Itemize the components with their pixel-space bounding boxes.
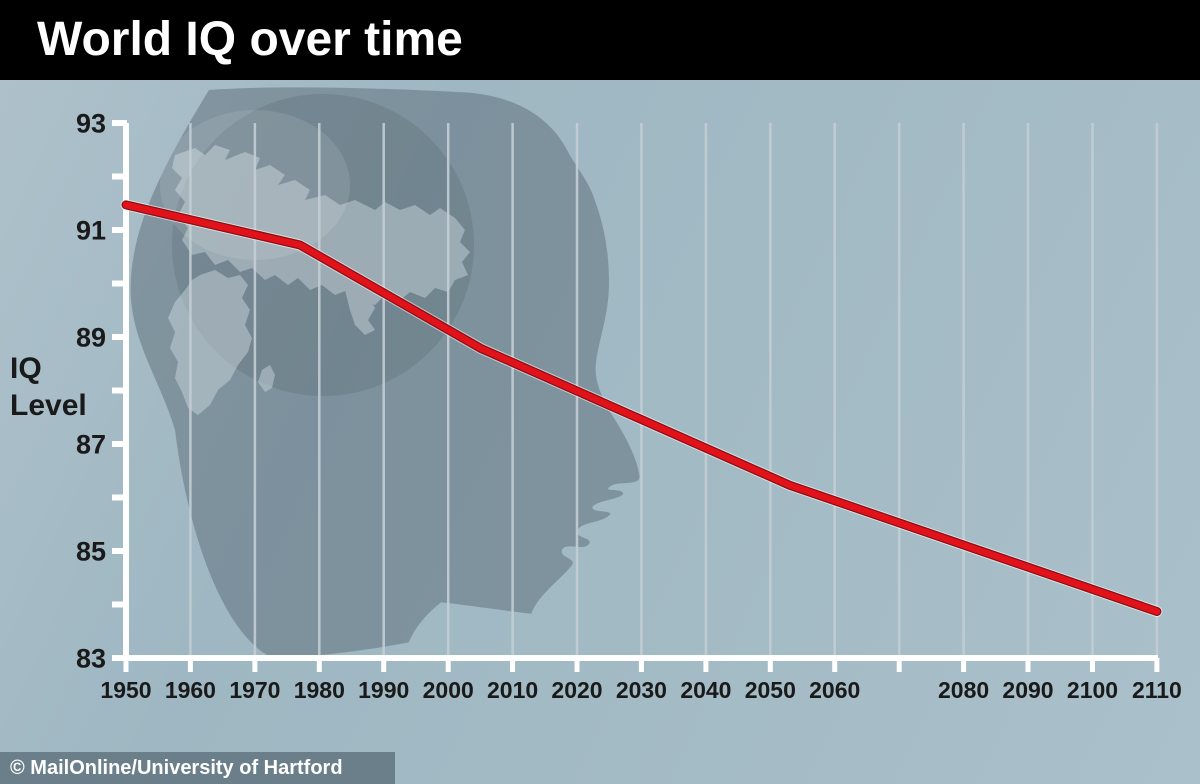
svg-text:2110: 2110 bbox=[1132, 677, 1182, 703]
svg-text:85: 85 bbox=[76, 537, 106, 567]
svg-text:2040: 2040 bbox=[680, 677, 731, 703]
svg-text:2090: 2090 bbox=[1002, 677, 1053, 703]
svg-text:Level: Level bbox=[10, 389, 87, 422]
svg-text:1950: 1950 bbox=[100, 677, 151, 703]
svg-text:87: 87 bbox=[76, 430, 106, 460]
svg-text:91: 91 bbox=[76, 216, 106, 246]
svg-text:1980: 1980 bbox=[294, 677, 345, 703]
svg-text:2010: 2010 bbox=[487, 677, 538, 703]
svg-text:89: 89 bbox=[76, 323, 106, 353]
svg-text:83: 83 bbox=[76, 644, 106, 674]
svg-text:1960: 1960 bbox=[165, 677, 216, 703]
svg-text:1970: 1970 bbox=[229, 677, 280, 703]
svg-text:2050: 2050 bbox=[745, 677, 796, 703]
svg-text:2000: 2000 bbox=[423, 677, 474, 703]
svg-text:93: 93 bbox=[76, 109, 106, 139]
svg-text:1990: 1990 bbox=[358, 677, 409, 703]
svg-text:2030: 2030 bbox=[616, 677, 667, 703]
svg-text:2100: 2100 bbox=[1067, 677, 1118, 703]
svg-text:IQ: IQ bbox=[10, 352, 42, 385]
svg-text:2020: 2020 bbox=[551, 677, 602, 703]
svg-text:2080: 2080 bbox=[938, 677, 989, 703]
svg-text:2060: 2060 bbox=[809, 677, 860, 703]
